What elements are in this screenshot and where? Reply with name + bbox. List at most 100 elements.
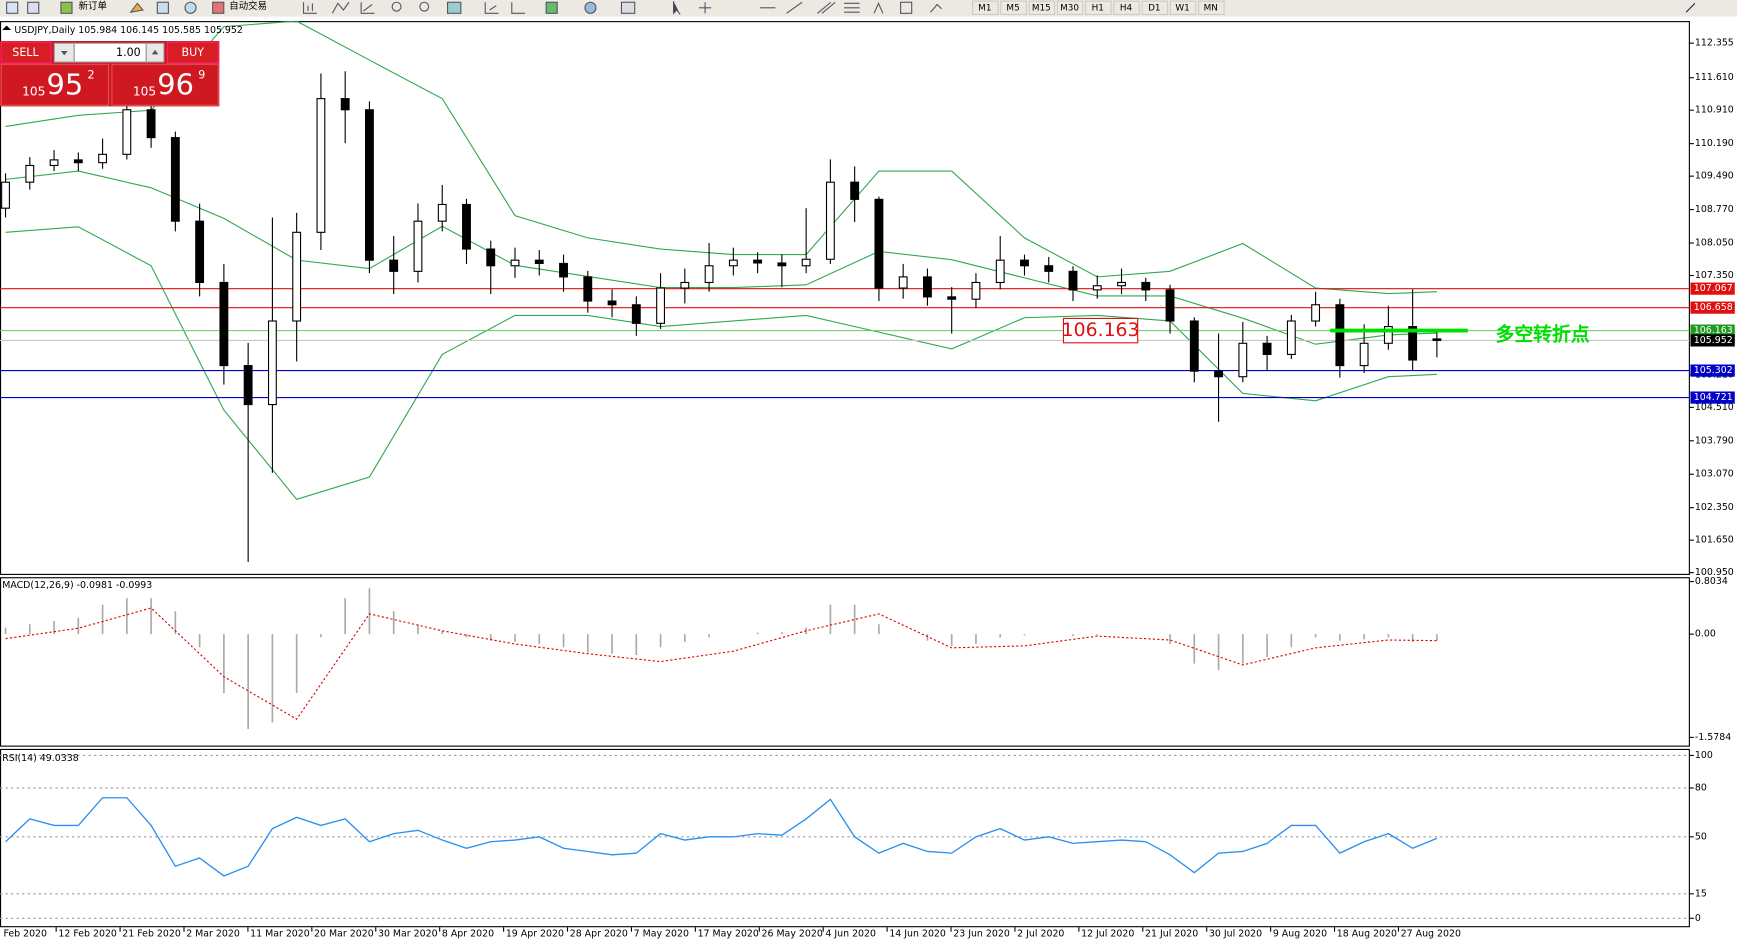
- buy-label[interactable]: BUY: [182, 46, 205, 59]
- tool-button[interactable]: [156, 1, 169, 14]
- level-label-bg: [1690, 301, 1735, 314]
- timeframe-button[interactable]: [1113, 0, 1140, 15]
- x-tick-label: 27 Aug 2020: [1401, 928, 1461, 939]
- fibo[interactable]: [844, 2, 860, 13]
- auto-trading[interactable]: 自动交易: [229, 0, 267, 12]
- sell-price-box[interactable]: [0, 63, 110, 106]
- sell-label[interactable]: SELL: [12, 46, 39, 59]
- y-tick-label: 107.350: [1695, 270, 1734, 281]
- zoom-in[interactable]: [391, 1, 402, 12]
- indicators[interactable]: [545, 1, 558, 14]
- annotation: 多空转折点: [1496, 323, 1590, 346]
- tool-button[interactable]: [302, 2, 317, 14]
- signal-value: -0.0993: [116, 579, 152, 590]
- periods[interactable]: [584, 1, 597, 14]
- symbol: USDJPY,Daily: [14, 24, 75, 35]
- y-tick-label: 110.190: [1695, 138, 1734, 149]
- level-label-bg: [1690, 364, 1735, 377]
- sell-fraction: 2: [88, 68, 95, 81]
- y-tick-label: 112.355: [1695, 38, 1734, 49]
- candle-body: [971, 281, 981, 300]
- timeframe-button[interactable]: [1085, 0, 1112, 15]
- timeframe[interactable]: M5: [1006, 3, 1019, 13]
- templates[interactable]: [620, 1, 636, 14]
- price-plot: 106.163 多空转折点: [0, 21, 1690, 562]
- search[interactable]: [1685, 2, 1696, 13]
- candle-body: [534, 259, 544, 264]
- tool-button[interactable]: [446, 1, 462, 14]
- lot-value[interactable]: 1.00: [116, 46, 141, 59]
- candle-body: [777, 262, 787, 267]
- timeframe[interactable]: M1: [978, 3, 991, 13]
- new-order[interactable]: 新订单: [79, 0, 107, 12]
- candle-body: [607, 300, 617, 306]
- y-tick-label: 100.950: [1695, 567, 1734, 578]
- cursor[interactable]: [672, 1, 681, 15]
- tool-button[interactable]: [129, 2, 144, 14]
- timeframe-button[interactable]: [1141, 0, 1169, 15]
- buy-button[interactable]: [166, 41, 219, 64]
- y-tick-label: 109.490: [1695, 171, 1734, 182]
- tool-button[interactable]: [6, 1, 19, 14]
- new-order-icon[interactable]: [60, 1, 73, 14]
- sell-button[interactable]: [0, 41, 52, 64]
- rsi-value: 49.0338: [40, 752, 79, 763]
- level-label: 105.302: [1694, 365, 1733, 376]
- timeframe[interactable]: W1: [1175, 3, 1189, 13]
- trendline[interactable]: [786, 1, 803, 14]
- x-tick-label: 26 May 2020: [761, 928, 822, 939]
- rsi-panel: [0, 748, 1690, 928]
- y-tick-label: 103.070: [1695, 469, 1734, 480]
- level-label-bg: [1690, 282, 1735, 295]
- tool-button[interactable]: [360, 2, 375, 14]
- timeframe[interactable]: D1: [1148, 3, 1160, 13]
- timeframe[interactable]: M30: [1060, 3, 1079, 13]
- timeframe-button[interactable]: [1056, 0, 1084, 15]
- timeframe-button[interactable]: [1028, 0, 1056, 15]
- x-tick-label: 2 Mar 2020: [186, 928, 240, 939]
- y-tick-label: -1.5784: [1695, 732, 1731, 743]
- level-label-bg: [1690, 324, 1735, 337]
- rsi-header: RSI(14) 49.0338: [2, 752, 79, 763]
- tool-button[interactable]: [331, 1, 350, 14]
- candle-body: [559, 262, 568, 278]
- y-tick-label: 102.350: [1695, 502, 1734, 513]
- timeframe-button[interactable]: [1000, 0, 1027, 15]
- arrows[interactable]: [930, 3, 943, 13]
- bollinger-middle: [5, 170, 1437, 345]
- auto-trading-icon[interactable]: [212, 1, 225, 14]
- candle-body: [267, 320, 277, 406]
- crosshair[interactable]: [699, 2, 712, 14]
- tool-button[interactable]: [484, 2, 499, 14]
- candle-body: [219, 281, 229, 367]
- timeframe-button[interactable]: [972, 0, 999, 15]
- low: 105.585: [162, 24, 201, 35]
- y-tick-label: 100: [1695, 750, 1713, 761]
- candle-body: [195, 220, 205, 284]
- buy-price-box[interactable]: [111, 63, 219, 106]
- sell-big-figure: 105: [22, 84, 45, 98]
- candle-body: [1432, 338, 1442, 341]
- tool-button[interactable]: [184, 1, 197, 14]
- sell-pips: 95: [47, 67, 84, 101]
- chart-header: USDJPY,Daily 105.984 106.145 105.585 105…: [14, 24, 243, 35]
- zoom-out[interactable]: [419, 1, 430, 12]
- level-label: 106.658: [1694, 302, 1733, 313]
- candle-body: [995, 259, 1005, 284]
- candle-body: [340, 98, 350, 111]
- x-tick-label: 19 Apr 2020: [506, 928, 564, 939]
- text-tool[interactable]: [873, 1, 884, 14]
- timeframe[interactable]: MN: [1204, 3, 1218, 13]
- timeframe[interactable]: H4: [1120, 3, 1133, 13]
- timeframe[interactable]: H1: [1092, 3, 1104, 13]
- tool-button[interactable]: [27, 1, 40, 14]
- label-tool[interactable]: [900, 1, 913, 14]
- y-tick-label: 0: [1695, 913, 1701, 924]
- timeframe[interactable]: M15: [1032, 3, 1051, 13]
- tool-button[interactable]: [511, 2, 526, 14]
- toolbar: [0, 0, 1737, 17]
- timeframe-button[interactable]: [1169, 0, 1197, 15]
- channel[interactable]: [817, 1, 836, 14]
- macd-panel: [0, 577, 1690, 747]
- timeframe-button[interactable]: [1198, 0, 1225, 15]
